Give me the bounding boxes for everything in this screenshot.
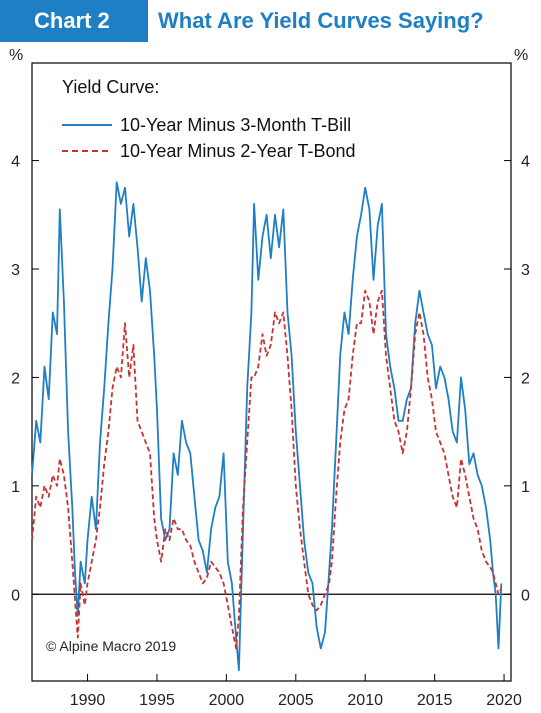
x-tick-label: 2005 bbox=[278, 692, 314, 709]
y-tick-label-right: 1 bbox=[521, 479, 530, 496]
series-line-10y-minus-3m bbox=[31, 181, 503, 672]
y-tick-label-right: 2 bbox=[521, 370, 530, 387]
series-line-10y-minus-2y bbox=[31, 289, 503, 650]
x-tick-label: 2010 bbox=[347, 692, 383, 709]
series-layer bbox=[31, 181, 503, 672]
y-tick-label-right: 3 bbox=[521, 262, 530, 279]
left-unit-label: % bbox=[9, 47, 23, 64]
y-tick-label-right: 0 bbox=[521, 587, 530, 604]
axes-layer: 0 0 1 1 2 2 3 3 4 4 1990 1995 2000 2005 2010 2015 2020 bbox=[11, 154, 530, 709]
legend-title: Yield Curve: bbox=[62, 77, 159, 97]
x-tick-label: 2020 bbox=[486, 692, 522, 709]
y-tick-label-left: 2 bbox=[11, 370, 20, 387]
plot-frame bbox=[31, 62, 512, 682]
y-tick-label-left: 3 bbox=[11, 262, 20, 279]
y-tick-label-left: 1 bbox=[11, 479, 20, 496]
legend-label-3month: 10-Year Minus 3-Month T-Bill bbox=[120, 115, 351, 135]
chart-title: What Are Yield Curves Saying? bbox=[158, 8, 484, 33]
x-tick-label: 1995 bbox=[139, 692, 175, 709]
source-note: © Alpine Macro 2019 bbox=[46, 638, 176, 654]
x-tick-label: 1990 bbox=[70, 692, 106, 709]
x-tick-label: 2015 bbox=[417, 692, 453, 709]
chart-number-badge: Chart 2 bbox=[0, 0, 148, 42]
y-tick-label-left: 0 bbox=[11, 587, 20, 604]
y-tick-label-left: 4 bbox=[11, 154, 20, 171]
right-unit-label: % bbox=[514, 47, 528, 64]
x-tick-label: 2000 bbox=[209, 692, 245, 709]
legend-label-2year: 10-Year Minus 2-Year T-Bond bbox=[120, 141, 356, 161]
y-tick-label-right: 4 bbox=[521, 154, 530, 171]
